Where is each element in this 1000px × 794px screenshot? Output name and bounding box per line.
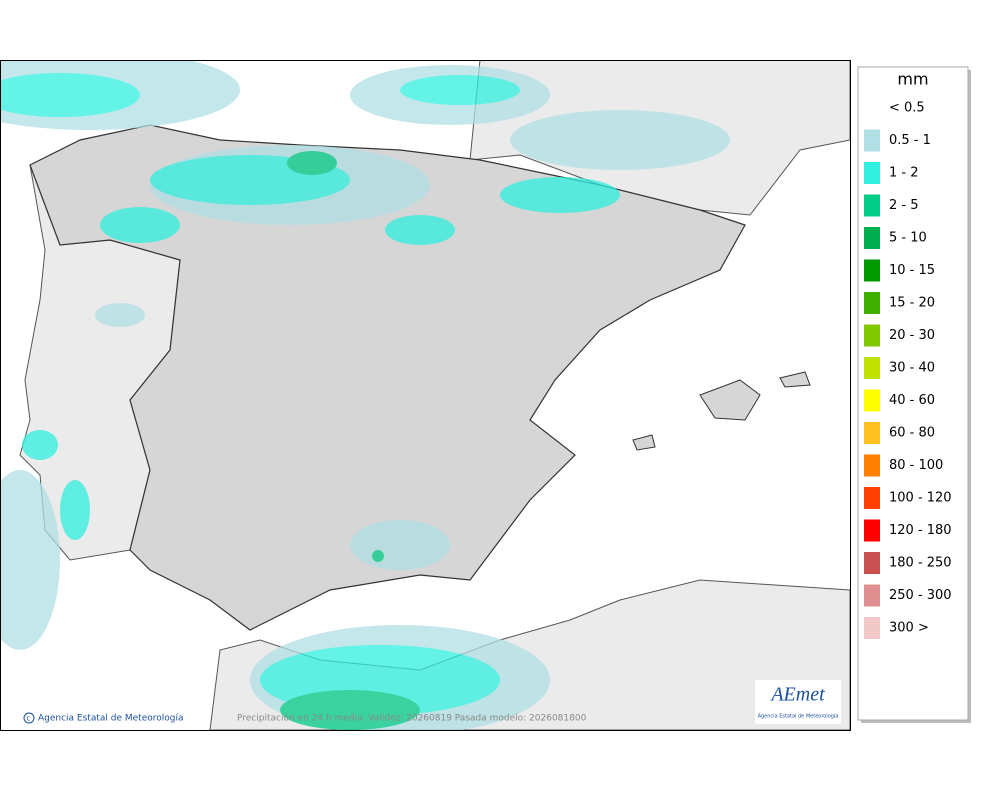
mallorca [699,379,761,421]
legend-swatch [864,552,880,574]
legend-label: 180 - 250 [889,556,952,571]
legend-label: 250 - 300 [889,588,952,603]
legend-swatch [864,227,880,249]
legend-label: 10 - 15 [889,263,935,278]
legend-label: < 0.5 [889,101,925,116]
legend-swatch [864,324,880,347]
credit: Agencia Estatal de Meteorología [38,714,184,724]
legend-title: mm [897,70,928,89]
legend-items: < 0.5 0.5 - 1 1 - 2 2 - 5 5 - 10 10 - 15 15 - … [864,101,952,639]
precipitation [0,60,730,730]
legend-label: 40 - 60 [889,393,935,408]
ibiza [632,434,656,451]
menorca [779,371,811,388]
legend-label: 5 - 10 [889,231,927,246]
map-frame [0,60,851,731]
legend-label: 120 - 180 [889,523,952,538]
legend-swatch [864,422,880,444]
logo-subtitle: Agencia Estatal de Meteorología [758,713,839,720]
legend-swatch [864,454,880,477]
legend-swatch [864,389,880,412]
legend-swatch [864,617,880,639]
legend-label: 1 - 2 [889,166,919,181]
legend-swatch [864,584,880,607]
legend-swatch [864,259,880,282]
legend-label: 300 > [889,621,929,636]
caption: Precipitación en 24 h media. Validez: 20… [237,713,587,724]
logo: AEmet [769,684,825,706]
legend-swatch [864,519,880,542]
legend-label: 30 - 40 [889,361,935,376]
legend-label: 100 - 120 [889,491,952,506]
legend-label: 0.5 - 1 [889,133,931,148]
legend-label: 2 - 5 [889,198,919,213]
map [0,60,850,730]
legend-swatch [864,357,880,379]
copyright-c: c [27,715,31,723]
legend-swatch [864,292,880,314]
legend-label: 15 - 20 [889,296,935,311]
legend-label: 80 - 100 [889,458,943,473]
legend-swatch [864,194,880,217]
legend-label: 60 - 80 [889,426,935,441]
legend-swatch [864,162,880,184]
spain [29,124,746,631]
copyright-icon [23,712,35,724]
legend-swatch [864,487,880,509]
legend-swatch [864,129,880,152]
logo-box [755,680,841,724]
legend-label: 20 - 30 [889,328,935,343]
